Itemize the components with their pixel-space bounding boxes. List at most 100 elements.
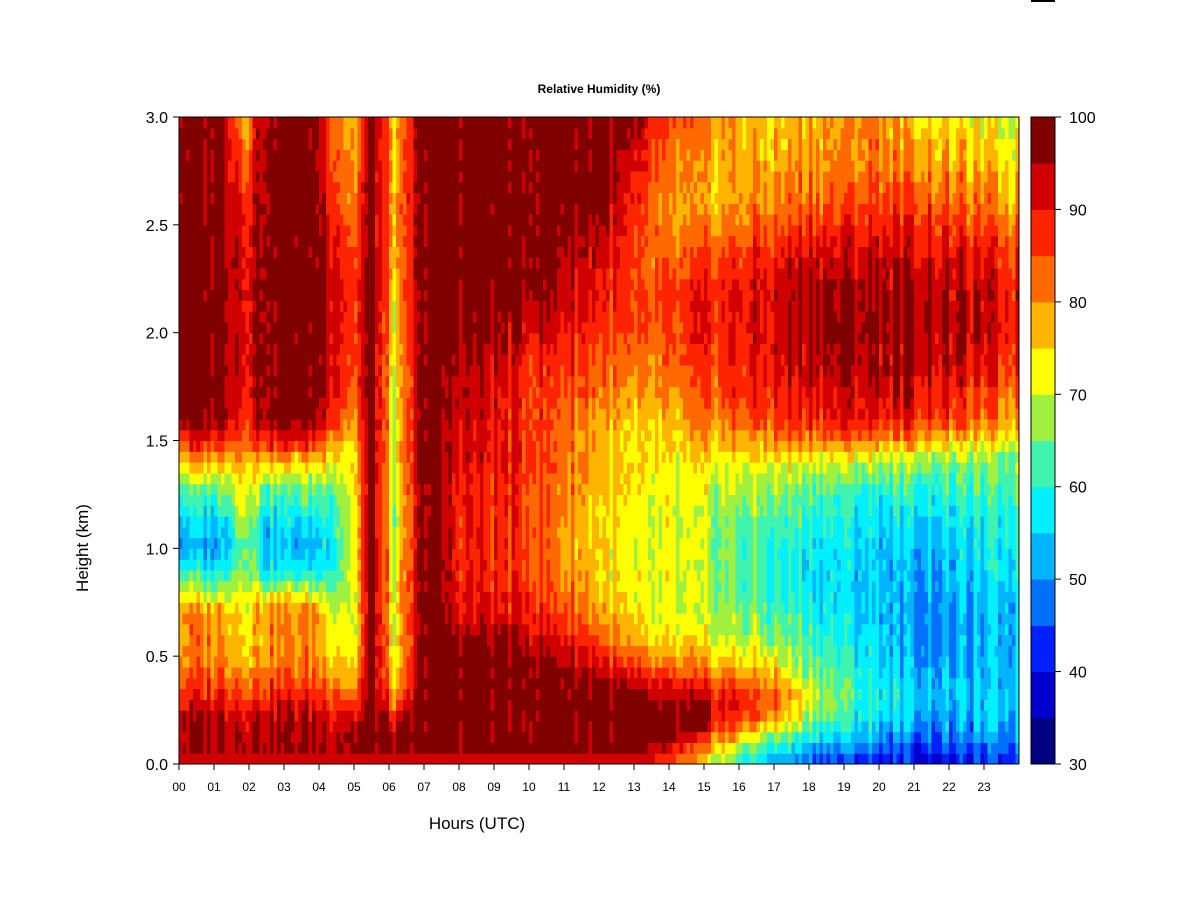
heatmap-cell [413,354,418,366]
heatmap-cell [200,645,205,657]
heatmap-cell [200,699,205,711]
heatmap-cell [312,300,317,312]
heatmap-cell [459,494,464,506]
heatmap-cell [224,580,229,593]
heatmap-cell [403,149,408,161]
heatmap-cell [333,365,338,377]
heatmap-cell [417,656,422,668]
heatmap-cell [224,515,229,528]
heatmap-cell [466,742,471,754]
heatmap-cell [315,699,320,711]
heatmap-cell [438,343,443,355]
heatmap-cell [315,257,320,269]
heatmap-cell [406,418,411,431]
heatmap-cell [406,321,411,334]
heatmap-cell [242,365,247,377]
heatmap-cell [189,731,194,744]
heatmap-cell [462,580,467,593]
heatmap-cell [378,289,383,301]
heatmap-cell [259,472,264,485]
heatmap-cell [189,289,194,301]
heatmap-cell [294,138,299,150]
heatmap-cell [263,602,268,614]
heatmap-cell [420,203,425,215]
heatmap-cell [364,602,369,614]
heatmap-cell [375,677,380,690]
heatmap-cell [207,753,212,764]
heatmap-cell [354,429,359,442]
heatmap-cell [217,753,222,764]
heatmap-cell [413,656,418,668]
heatmap-cell [252,149,257,161]
heatmap-cell [459,160,464,172]
heatmap-cell [371,149,376,161]
heatmap-cell [273,623,278,636]
heatmap-cell [382,537,387,549]
heatmap-cell [298,160,303,172]
heatmap-cell [280,462,285,474]
heatmap-cell [420,321,425,334]
heatmap-cell [189,365,194,377]
heatmap-cell [301,720,306,733]
heatmap-cell [389,548,394,560]
heatmap-cell [186,537,191,549]
heatmap-cell [378,375,383,388]
heatmap-cell [361,623,366,636]
heatmap-cell [424,332,429,345]
heatmap-cell [280,246,285,258]
heatmap-cell [382,386,387,398]
heatmap-cell [459,613,464,625]
heatmap-cell [207,580,212,593]
heatmap-cell [291,170,296,183]
heatmap-cell [319,117,324,129]
heatmap-cell [326,623,331,636]
heatmap-cell [203,731,208,744]
heatmap-cell [441,203,446,215]
heatmap-cell [410,505,415,517]
heatmap-cell [413,192,418,204]
heatmap-cell [448,332,453,345]
heatmap-cell [333,656,338,668]
heatmap-cell [266,677,271,690]
heatmap-cell [252,365,257,377]
heatmap-cell [326,235,331,247]
heatmap-cell [186,742,191,754]
heatmap-cell [322,408,327,420]
heatmap-cell [403,559,408,571]
heatmap-cell [231,235,236,247]
heatmap-cell [217,645,222,657]
heatmap-cell [459,688,464,700]
heatmap-cell [207,494,212,506]
heatmap-cell [396,505,401,517]
heatmap-cell [210,742,215,754]
heatmap-cell [361,160,366,172]
heatmap-cell [238,602,243,614]
heatmap-cell [210,580,215,593]
heatmap-cell [214,602,219,614]
heatmap-cell [385,515,390,528]
heatmap-cell [361,149,366,161]
heatmap-cell [203,170,208,183]
heatmap-cell [200,224,205,237]
heatmap-cell [347,623,352,636]
heatmap-cell [305,397,310,409]
heatmap-cell [434,278,439,291]
heatmap-cell [287,645,292,657]
heatmap-cell [410,300,415,312]
heatmap-cell [298,613,303,625]
heatmap-cell [392,656,397,668]
heatmap-cell [452,634,457,646]
heatmap-cell [224,645,229,657]
heatmap-cell [329,515,334,528]
heatmap-cell [347,386,352,398]
heatmap-cell [385,386,390,398]
heatmap-cell [259,332,264,345]
heatmap-cell [273,257,278,269]
heatmap-cell [266,300,271,312]
heatmap-cell [462,569,467,582]
heatmap-cell [238,181,243,194]
heatmap-cell [270,720,275,733]
heatmap-cell [305,246,310,258]
heatmap-cell [301,397,306,409]
heatmap-cell [347,688,352,700]
